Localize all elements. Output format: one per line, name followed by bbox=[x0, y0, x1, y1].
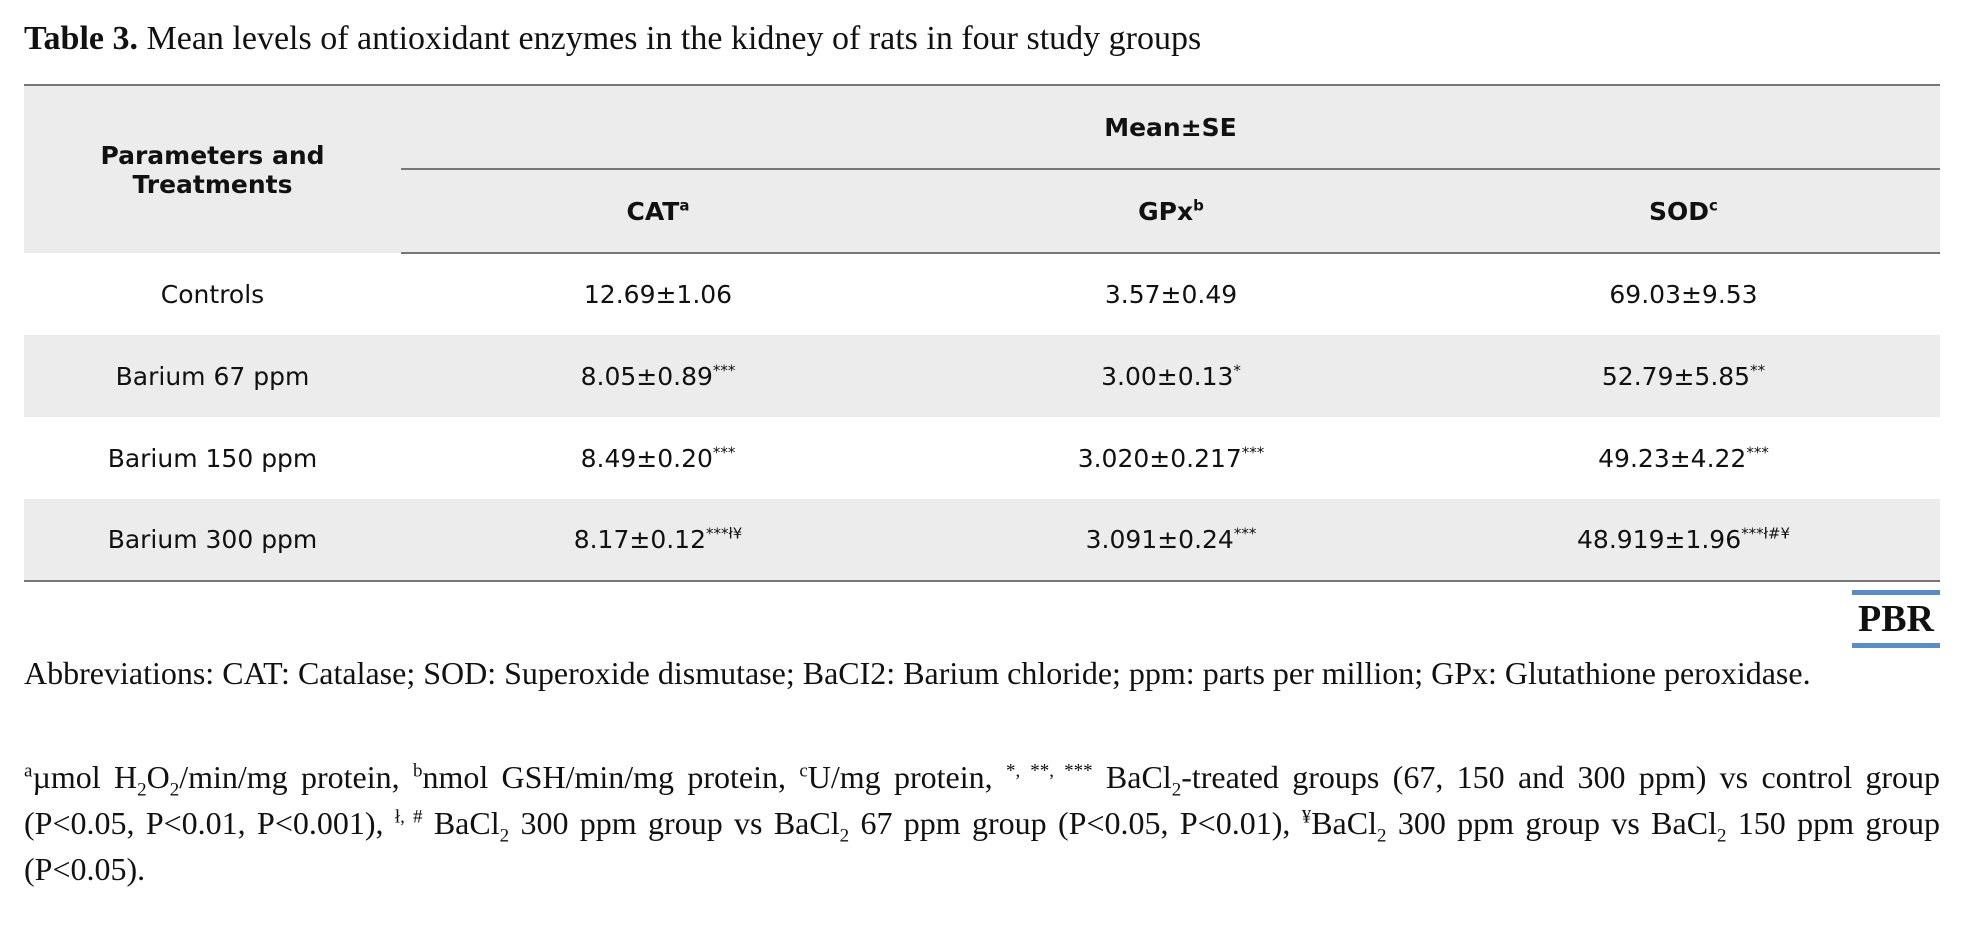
row-header: Parameters and Treatments bbox=[100, 140, 325, 199]
pbr-logo: PBR bbox=[1852, 590, 1940, 648]
table-cell: 8.17±0.12***ł¥ bbox=[573, 524, 743, 554]
table-cell: 8.49±0.20*** bbox=[580, 443, 736, 473]
footnote: aµmol H2O2/min/mg protein, bnmol GSH/min… bbox=[24, 759, 1941, 887]
table-cell: 8.05±0.89*** bbox=[580, 361, 736, 391]
table-cell: 49.23±4.22*** bbox=[1598, 443, 1769, 473]
table-cell: 52.79±5.85** bbox=[1601, 361, 1766, 391]
table-cell: 48.919±1.96***ł#¥ bbox=[1577, 524, 1790, 554]
table-cell: 3.020±0.217*** bbox=[1077, 443, 1265, 473]
table-row: Barium 150 ppm 8.49±0.20*** 3.020±0.217*… bbox=[24, 417, 1940, 499]
table-cell: 3.091±0.24*** bbox=[1085, 524, 1257, 554]
table-row: Controls 12.69±1.06 3.57±0.49 69.03±9.53 bbox=[24, 253, 1940, 335]
column-header-gpx: GPxb bbox=[915, 169, 1427, 254]
table-cell: 3.57±0.49 bbox=[1104, 280, 1238, 309]
row-label: Controls bbox=[160, 279, 265, 309]
abbreviations-note: Abbreviations: CAT: Catalase; SOD: Super… bbox=[24, 655, 1811, 691]
caption-label: Table 3. bbox=[24, 20, 139, 57]
group-header: Mean±SE bbox=[401, 85, 1940, 170]
row-label: Barium 67 ppm bbox=[115, 361, 310, 391]
column-header-cat: CATa bbox=[401, 169, 915, 254]
caption-text: Mean levels of antioxidant enzymes in th… bbox=[138, 20, 1202, 57]
table-cell: 12.69±1.06 bbox=[583, 280, 733, 309]
enzyme-table: Parameters and Treatments Mean±SE CATa G… bbox=[24, 84, 1940, 582]
table-cell: 69.03±9.53 bbox=[1609, 280, 1758, 309]
table-caption: Table 3. Mean levels of antioxidant enzy… bbox=[24, 20, 1940, 58]
table-row: Barium 67 ppm 8.05±0.89*** 3.00±0.13* 52… bbox=[24, 335, 1940, 417]
row-label: Barium 150 ppm bbox=[107, 443, 318, 473]
table-cell: 3.00±0.13* bbox=[1101, 361, 1241, 391]
column-header-sod: SODc bbox=[1427, 169, 1940, 254]
table-row: Barium 300 ppm 8.17±0.12***ł¥ 3.091±0.24… bbox=[24, 499, 1940, 581]
row-label: Barium 300 ppm bbox=[107, 525, 318, 554]
